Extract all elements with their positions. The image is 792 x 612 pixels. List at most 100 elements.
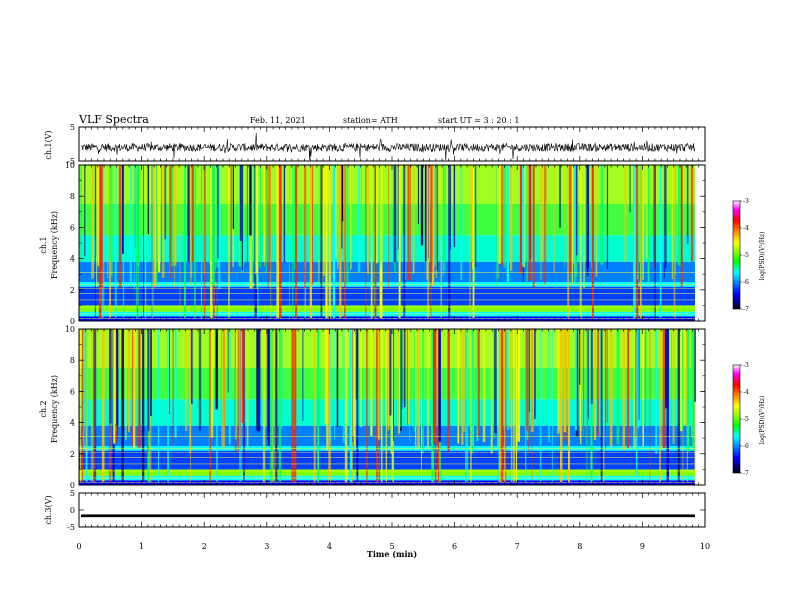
spectrogram-streak (218, 165, 221, 290)
spectrogram-streak (568, 329, 570, 482)
spectrogram-streak (101, 329, 105, 482)
spectrogram-streak (528, 165, 531, 281)
spectrogram-streak (560, 329, 563, 482)
spectrogram-streak (405, 165, 407, 281)
spectrogram-streak (232, 165, 234, 230)
figure-title: VLF Spectra (78, 113, 149, 126)
ch2-spec-y-label: Frequency (kHz) (50, 375, 59, 443)
ch1-spec-y-label: Frequency (kHz) (50, 211, 59, 279)
spectrogram-streak (427, 165, 429, 318)
ch1-colorbar: -3 -4 -5 -6 -7 (732, 198, 749, 313)
spectrogram-streak (642, 165, 643, 264)
spectrogram-streak (583, 329, 585, 438)
spectrogram-streak (191, 165, 193, 278)
spectrogram-streak (324, 329, 327, 424)
spectrogram-streak (228, 329, 231, 445)
spectrogram-streak (575, 329, 579, 437)
spectrogram-streak (381, 329, 383, 448)
spectrogram-streak (326, 329, 329, 451)
ch3-y-label: ch.3(V) (44, 495, 53, 524)
spectrogram-streak (323, 165, 325, 276)
spectrogram-streak (367, 165, 369, 275)
spectrogram-streak (79, 329, 82, 482)
spectrogram-streak (686, 165, 689, 245)
spectrogram-streak (350, 165, 352, 270)
spectrogram-streak (494, 329, 497, 434)
y-tick-label: 0 (70, 317, 75, 326)
spectrogram-streak (375, 165, 378, 264)
spectrogram-streak (313, 329, 316, 482)
spectrogram-streak (633, 165, 636, 318)
spectrogram-streak (190, 165, 192, 285)
spectrogram-streak (380, 165, 383, 289)
spectrogram-streak (157, 165, 161, 273)
spectrogram-streak (499, 329, 502, 482)
spectrogram-streak (344, 165, 346, 283)
spectrogram-streak (346, 165, 349, 284)
x-tick-label: 7 (515, 542, 520, 551)
spectrogram-streak (478, 329, 480, 436)
y-tick-label: 8 (70, 356, 75, 365)
spectrogram-streak (344, 329, 348, 482)
spectrogram-streak (690, 165, 694, 262)
spectrogram-streak (366, 329, 368, 482)
spectrogram-streak (336, 329, 339, 427)
spectrogram-streak (645, 329, 647, 427)
spectrogram-streak (332, 165, 336, 318)
spectrogram-streak (221, 329, 223, 447)
spectrogram-streak (466, 329, 469, 482)
x-tick-label: 0 (76, 542, 81, 551)
spectrogram-streak (409, 329, 410, 441)
spectrogram-streak (161, 165, 165, 278)
spectrogram-streak (263, 165, 266, 262)
spectrogram-streak (125, 329, 127, 440)
colorbar-tick-label: -5 (743, 252, 749, 259)
spectrogram-streak (266, 329, 269, 441)
spectrogram-streak (119, 329, 120, 428)
spectrogram-streak (694, 329, 696, 482)
spectrogram-streak (352, 329, 354, 442)
spectrogram-streak (325, 165, 328, 318)
ch2-colorbar-label: log(PSD)(V²/Hz) (759, 396, 766, 445)
spectrogram-streak (531, 329, 533, 482)
spectrogram-streak (377, 329, 379, 439)
spectrogram-streak (509, 329, 512, 429)
spectrogram-streak (574, 165, 576, 284)
spectrogram-streak (156, 165, 158, 284)
spectrogram-streak (341, 165, 344, 222)
spectrogram-streak (258, 329, 261, 430)
spectrogram-streak (121, 329, 124, 482)
y-tick-label: 6 (70, 223, 75, 232)
spectrogram-streak (500, 329, 504, 482)
spectrogram-streak (694, 329, 696, 402)
spectrogram-streak (278, 329, 282, 482)
spectrogram-streak (174, 329, 177, 438)
spectrogram-streak (190, 329, 191, 482)
spectrogram-streak (544, 165, 546, 285)
spectrogram-streak (457, 329, 460, 444)
spectrogram-streak (137, 165, 140, 267)
colorbar-tick-label: -4 (743, 225, 749, 232)
spectrogram-streak (590, 329, 593, 482)
spectrogram-streak (474, 165, 477, 267)
spectrogram-streak (417, 165, 419, 224)
spectrogram-streak (665, 329, 668, 409)
spectrogram-streak (450, 165, 451, 250)
spectrogram-streak (666, 329, 669, 482)
spectrogram-streak (114, 165, 117, 318)
spectrogram-streak (646, 165, 649, 259)
spectrogram-streak (80, 165, 82, 262)
ch1-waveform-trace (80, 132, 696, 161)
spectrogram-streak (334, 329, 335, 440)
y-tick-label: 10 (65, 325, 75, 334)
spectrogram-streak (393, 165, 397, 262)
spectrogram-streak (291, 329, 294, 482)
colorbar-tick-label: -7 (743, 306, 749, 313)
spectrogram-streak (265, 165, 267, 274)
spectrogram-streak (559, 165, 561, 228)
spectrogram-streak (677, 165, 681, 266)
spectrogram-streak (649, 329, 651, 482)
x-tick-label: 5 (389, 542, 394, 551)
spectrogram-streak (606, 165, 609, 269)
colorbar-gradient (732, 200, 741, 310)
